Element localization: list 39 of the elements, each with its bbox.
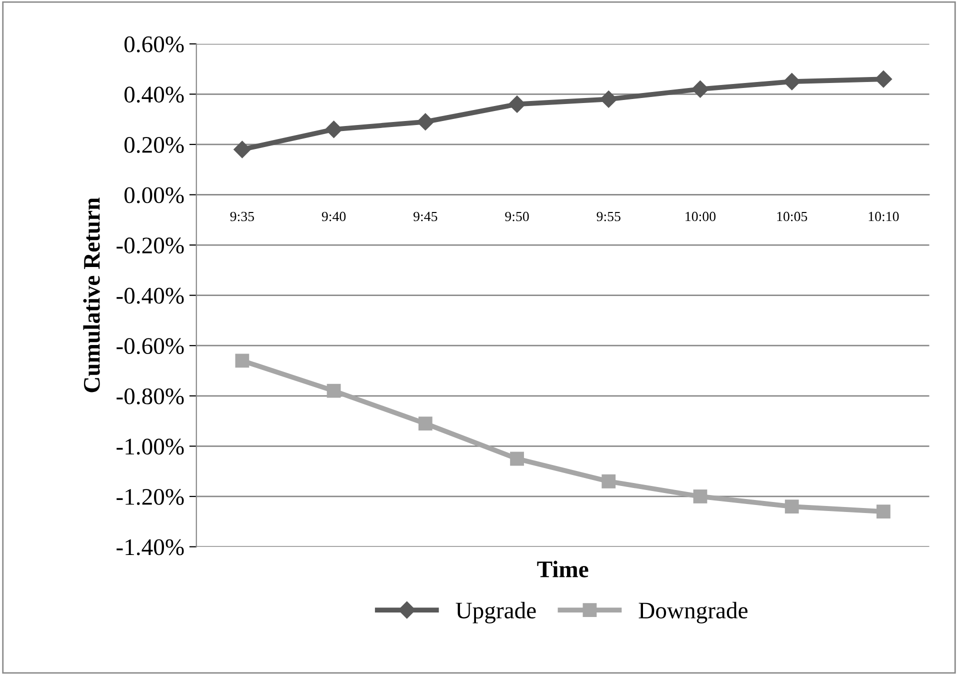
y-tick-label: 0.20% [124, 136, 184, 153]
legend-label: Downgrade [638, 602, 748, 624]
x-tick-label: 9:45 [414, 212, 438, 222]
x-tick-label: 9:55 [596, 212, 620, 222]
x-tick-label: 10:00 [686, 212, 716, 222]
point [235, 354, 250, 368]
y-tick-label: -0.40% [116, 288, 184, 304]
point [783, 73, 800, 90]
point [418, 416, 432, 430]
x-axis-title: Time [537, 560, 588, 578]
point [784, 500, 799, 514]
point [602, 474, 616, 488]
point [693, 490, 708, 504]
point [510, 452, 524, 466]
point [874, 70, 892, 88]
y-tick-label: 0.00% [124, 187, 184, 204]
x-tick-label: 10:05 [777, 212, 808, 222]
point [600, 90, 618, 108]
x-tick-label: 10:10 [868, 212, 899, 222]
x-tick-label: 9:50 [505, 212, 529, 222]
point [234, 140, 251, 158]
y-tick-label: -0.60% [116, 338, 184, 354]
point [416, 113, 434, 130]
y-tick-label: -0.80% [116, 388, 184, 404]
y-tick-label: -1.00% [116, 438, 184, 455]
y-tick-label: 0.60% [124, 36, 184, 52]
point [692, 80, 709, 98]
y-tick-label: -1.40% [116, 539, 184, 556]
point [326, 384, 341, 398]
y-tick-label: 0.40% [124, 86, 184, 103]
x-tick-label: 9:35 [230, 212, 254, 222]
y-axis-title: Cumulative Return [83, 198, 100, 392]
x-tick-label: 9:40 [322, 212, 346, 222]
point [325, 120, 342, 138]
point [876, 504, 890, 518]
y-tick-label: -0.20% [116, 238, 184, 254]
point [508, 96, 526, 113]
legend-label: Upgrade [456, 602, 536, 624]
y-tick-label: -1.20% [116, 488, 184, 505]
